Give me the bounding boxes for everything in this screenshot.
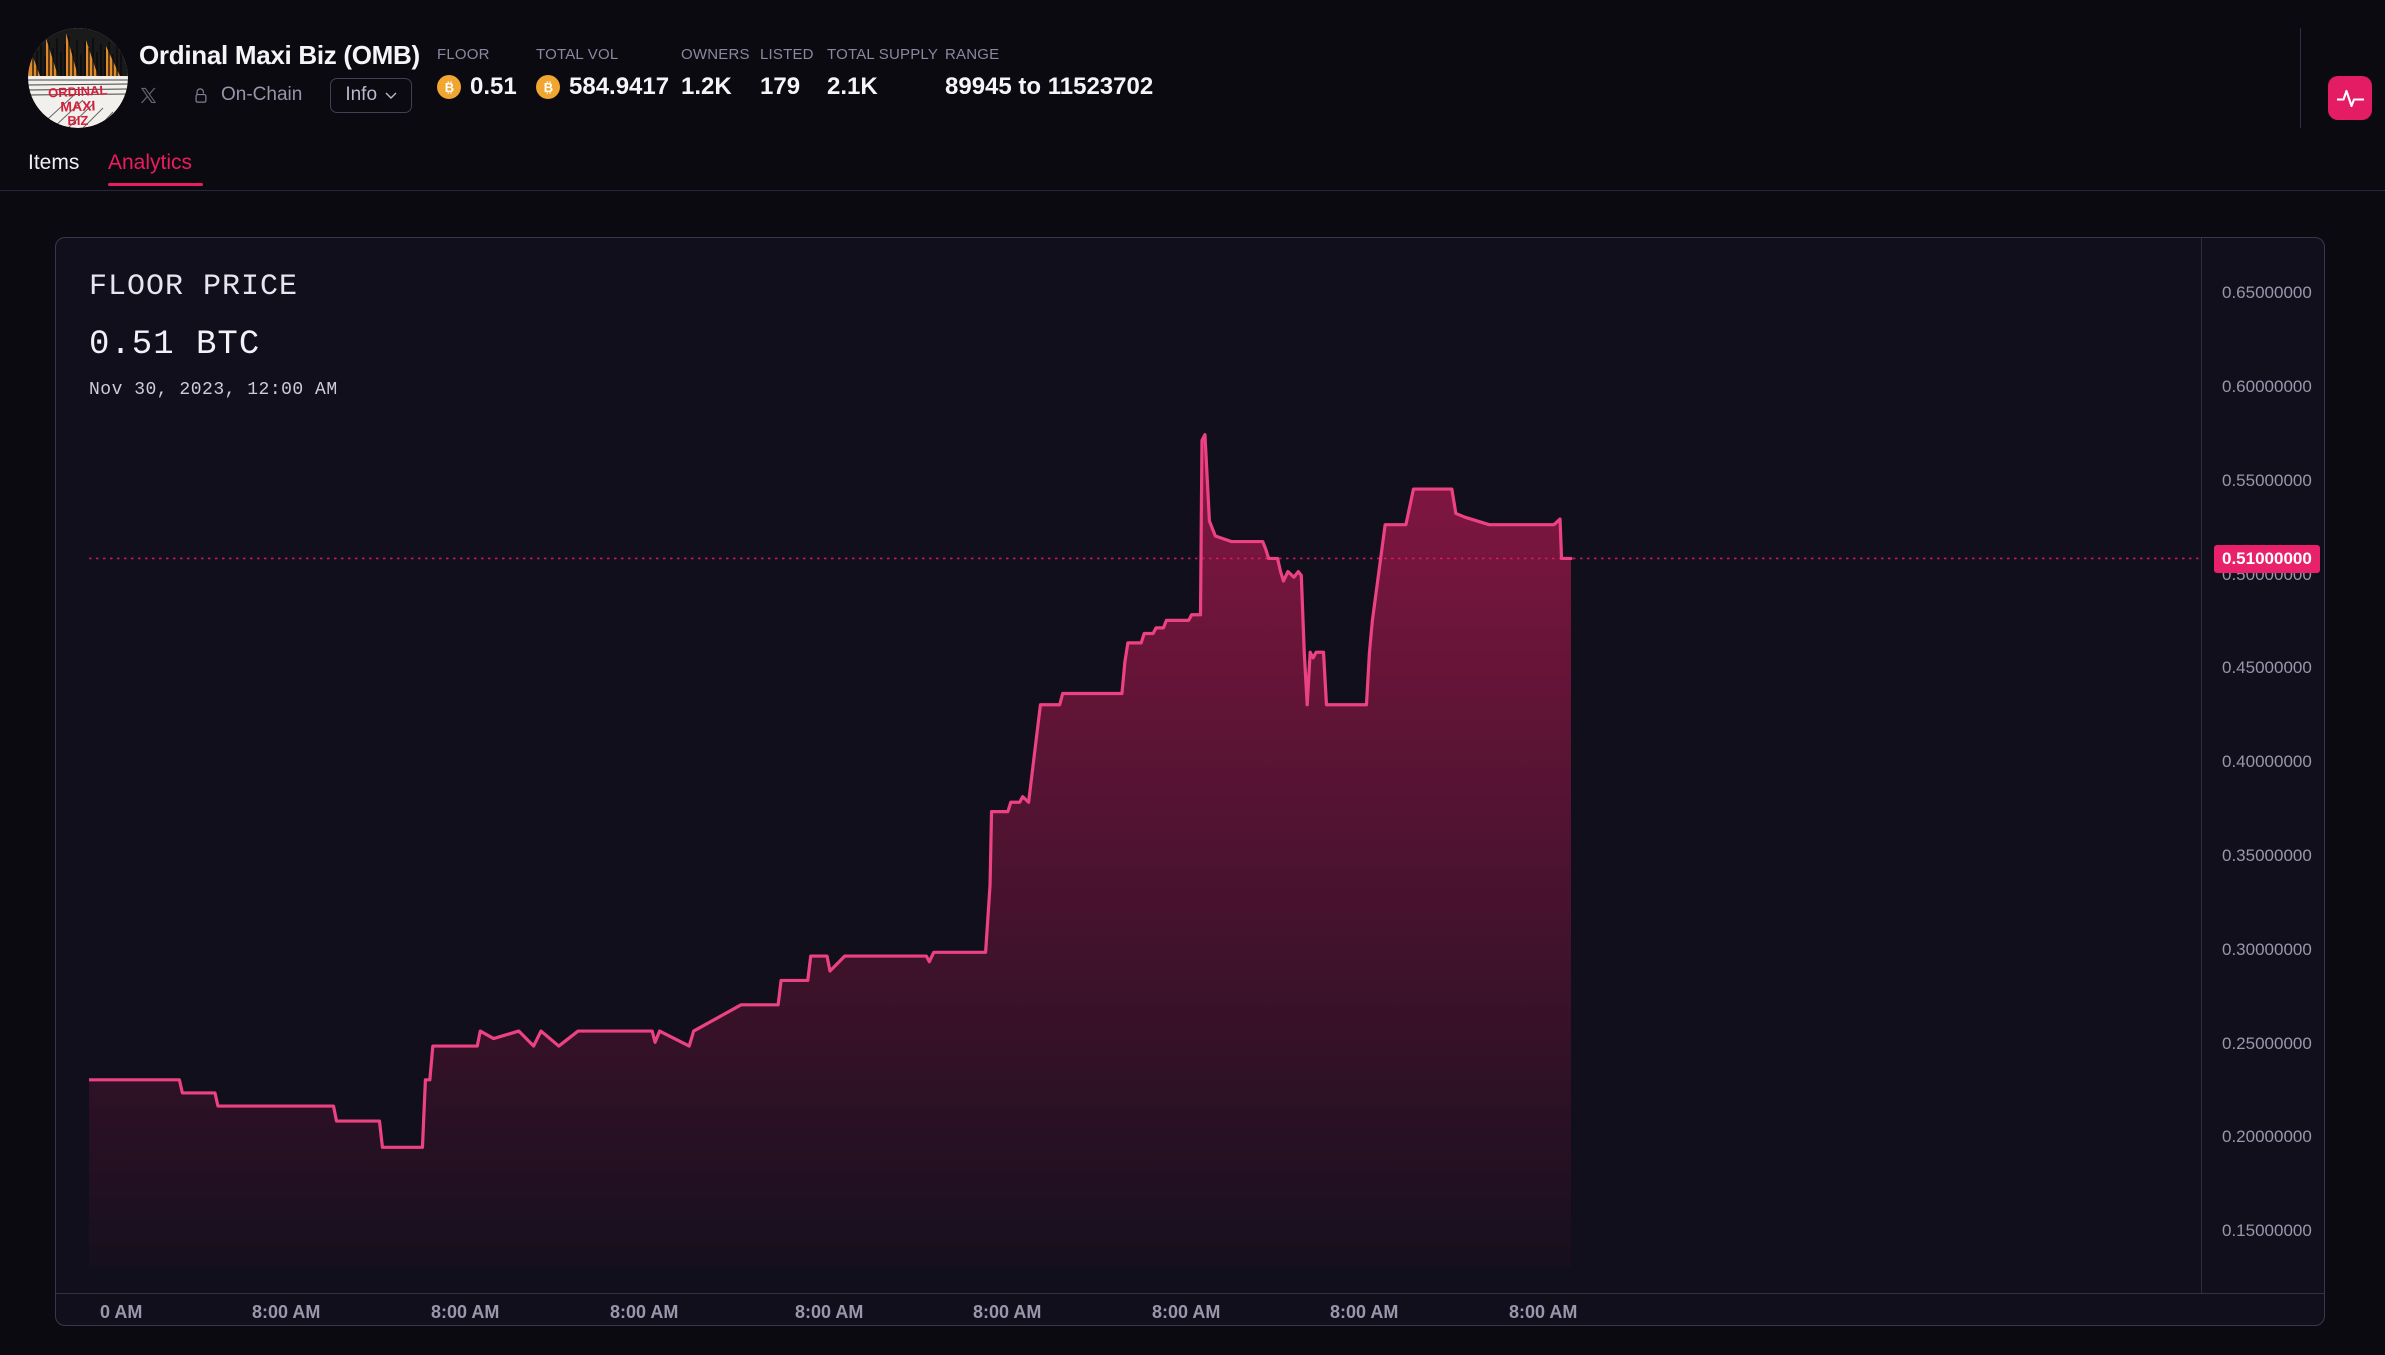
svg-text:B: B (543, 80, 552, 95)
svg-text:B: B (444, 80, 453, 95)
svg-text:BIZ: BIZ (67, 113, 88, 128)
